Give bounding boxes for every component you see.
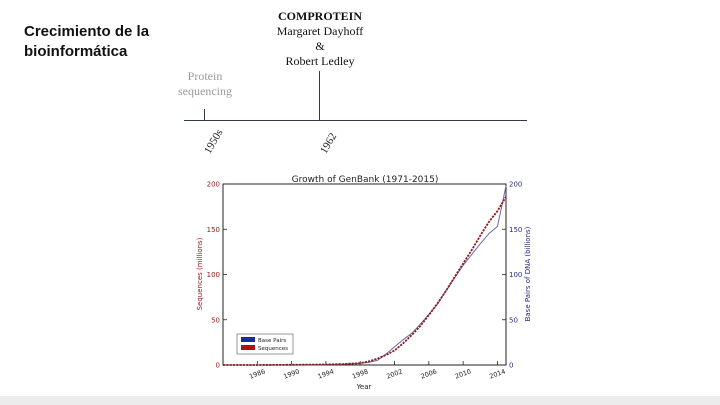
y2-tick-label: 50 [509, 316, 518, 324]
series-layer [223, 185, 507, 366]
y-tick-label: 50 [211, 316, 220, 324]
timeline-axis [184, 120, 527, 121]
event-line: Margaret Dayhoff [276, 24, 364, 38]
x-tick-label: 2010 [454, 367, 472, 380]
x-tick-label: 1986 [248, 367, 266, 380]
chart-svg: Growth of GenBank (1971-2015) 0 50 100 150 2… [196, 175, 532, 391]
chart-title: Growth of GenBank (1971-2015) [292, 175, 439, 185]
chart-legend: Base Pairs Sequences [236, 333, 294, 355]
event-line: Protein [187, 69, 223, 83]
y-tick-label: 0 [216, 362, 220, 370]
series-sequences-line [223, 196, 507, 366]
timeline-year-label: 1962 [318, 130, 340, 156]
right-axis: 0 50 100 150 200 [502, 181, 522, 370]
event-protein-sequencing: Protein sequencing [160, 69, 250, 99]
timeline-year-label: 1950s [202, 127, 226, 156]
x-tick-label: 2002 [385, 367, 403, 380]
slide-title: Crecimiento de la bioinformática [24, 23, 150, 60]
x-axis-label: Year [356, 383, 372, 391]
x-tick-label: 2014 [488, 367, 506, 380]
y-tick-label: 200 [207, 181, 220, 189]
legend-swatch-sequences [241, 345, 255, 350]
left-axis-label: Sequences (millions) [196, 237, 204, 310]
right-axis-label: Base Pairs of DNA (billions) [524, 226, 532, 321]
x-tick-label: 2006 [420, 367, 438, 380]
genbank-chart: Growth of GenBank (1971-2015) 0 50 100 150 2… [190, 170, 540, 394]
legend-label: Sequences [258, 346, 288, 352]
left-axis: 0 50 100 150 200 [207, 181, 227, 370]
event-line: sequencing [178, 84, 232, 98]
timeline-tick [319, 71, 320, 120]
y2-tick-label: 150 [509, 226, 522, 234]
event-line: Robert Ledley [285, 54, 355, 68]
y2-tick-label: 0 [509, 362, 513, 370]
event-line: & [315, 39, 325, 53]
timeline-tick [204, 109, 205, 120]
event-heading: COMPROTEIN [278, 9, 362, 23]
x-tick-label: 1998 [351, 367, 369, 380]
y-tick-label: 150 [207, 226, 220, 234]
bottom-bar [0, 396, 720, 405]
event-comprotein: COMPROTEIN Margaret Dayhoff & Robert Led… [250, 9, 390, 69]
legend-swatch-base-pairs [241, 337, 255, 342]
y2-tick-label: 200 [509, 181, 522, 189]
x-tick-label: 1994 [317, 367, 335, 380]
x-tick-label: 1990 [282, 367, 300, 380]
y2-tick-label: 100 [509, 271, 522, 279]
legend-label: Base Pairs [258, 338, 286, 344]
y-tick-label: 100 [207, 271, 220, 279]
